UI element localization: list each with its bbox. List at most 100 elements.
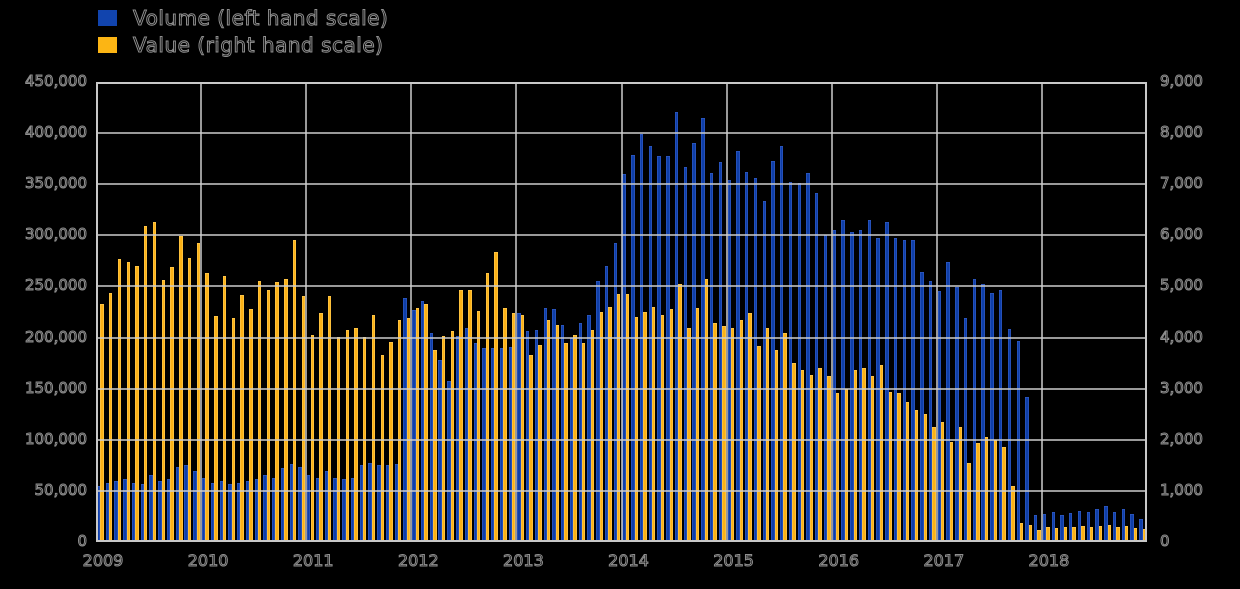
volume-bar xyxy=(902,240,907,542)
volume-bar xyxy=(928,281,933,542)
volume-bar xyxy=(324,471,328,542)
value-bar xyxy=(415,307,419,542)
right-axis-tick-label: 1,000 xyxy=(1160,480,1204,499)
volume-bar xyxy=(736,150,740,542)
value-bar xyxy=(214,316,218,542)
x-axis-year-label: 2012 xyxy=(397,551,439,570)
left-axis-tick-label: 300,000 xyxy=(24,225,87,244)
volume-bar xyxy=(307,474,311,542)
volume-bar xyxy=(709,172,714,542)
volume-bar xyxy=(692,143,696,542)
value-bar xyxy=(1116,527,1120,542)
value-bar xyxy=(424,304,428,542)
value-bar xyxy=(862,368,866,542)
volume-bar xyxy=(96,485,101,542)
volume-bar xyxy=(867,220,872,542)
volume-bar xyxy=(1060,515,1064,542)
v-gridline xyxy=(935,82,938,542)
value-bar xyxy=(345,330,349,542)
volume-bar xyxy=(604,266,609,542)
volume-bar xyxy=(718,161,723,542)
volume-bar xyxy=(1034,515,1038,542)
value-bar xyxy=(1125,526,1129,542)
volume-bar xyxy=(893,238,898,542)
value-bar xyxy=(652,306,656,542)
volume-bar xyxy=(350,477,355,542)
volume-bar xyxy=(149,474,153,542)
volume-bar xyxy=(464,328,469,542)
volume-bar xyxy=(806,172,810,542)
volume-bar xyxy=(683,166,688,542)
volume-bar xyxy=(596,281,600,542)
left-axis-tick-label: 50,000 xyxy=(34,480,88,499)
left-axis-tick-label: 200,000 xyxy=(24,327,87,346)
right-axis-tick-label: 2,000 xyxy=(1160,429,1204,448)
legend-item-volume: Volume (left hand scale) xyxy=(98,4,388,31)
volume-bar xyxy=(999,289,1003,542)
v-gridline xyxy=(410,82,413,542)
volume-bar xyxy=(1130,514,1134,542)
value-bar xyxy=(774,349,779,542)
volume-bar xyxy=(473,342,477,542)
volume-bar xyxy=(184,465,188,542)
volume-bar xyxy=(955,287,959,542)
value-bar xyxy=(380,355,384,542)
v-gridline xyxy=(620,82,623,542)
right-axis-tick-label: 7,000 xyxy=(1160,174,1204,193)
value-bar xyxy=(389,341,393,542)
value-bar xyxy=(765,327,770,542)
volume-bar xyxy=(237,482,241,542)
value-bar xyxy=(328,295,332,542)
value-bar xyxy=(748,313,752,542)
right-axis-tick-label: 9,000 xyxy=(1160,72,1204,90)
volume-bar xyxy=(858,230,863,542)
value-bar xyxy=(1098,525,1103,542)
x-axis-year-label: 2013 xyxy=(503,551,545,570)
value-bar xyxy=(678,284,682,542)
volume-bar xyxy=(1051,512,1055,542)
value-bar xyxy=(669,309,673,542)
right-axis-tick-label: 6,000 xyxy=(1160,225,1204,244)
value-bar xyxy=(135,266,139,542)
value-bar xyxy=(205,272,209,542)
volume-bar xyxy=(193,471,197,542)
value-bar xyxy=(144,225,148,542)
volume-bar xyxy=(762,200,766,542)
value-bar xyxy=(573,335,577,542)
volume-bar xyxy=(561,325,565,542)
value-bar xyxy=(459,289,463,542)
volume-bar xyxy=(1104,506,1108,542)
volume-bar xyxy=(385,465,390,542)
value-bar xyxy=(1002,447,1006,542)
volume-bar xyxy=(228,483,232,542)
volume-bar xyxy=(455,335,460,542)
right-axis-tick-label: 3,000 xyxy=(1160,378,1204,397)
value-bar xyxy=(984,437,989,542)
value-bar xyxy=(187,258,192,542)
right-axis-tick-label: 5,000 xyxy=(1160,276,1204,295)
volume-bar xyxy=(508,346,512,542)
value-bar xyxy=(687,327,691,542)
volume-bar xyxy=(114,480,118,542)
volume-bar xyxy=(123,478,127,542)
volume-bar xyxy=(1095,509,1099,542)
value-bar xyxy=(853,369,857,542)
volume-bar xyxy=(788,182,793,542)
value-bar xyxy=(871,376,875,542)
value-swatch-icon xyxy=(98,36,117,53)
value-bar xyxy=(660,314,665,542)
value-bar xyxy=(739,319,744,542)
volume-bar xyxy=(1025,396,1029,542)
value-bar xyxy=(958,427,962,542)
value-bar xyxy=(967,462,971,542)
volume-bar xyxy=(797,183,801,542)
value-bar xyxy=(1054,527,1059,542)
value-bar xyxy=(1089,526,1094,542)
value-bar xyxy=(923,413,927,542)
value-bar xyxy=(932,427,936,542)
value-bar xyxy=(555,324,560,542)
volume-bar xyxy=(876,238,880,542)
value-bar xyxy=(897,393,901,542)
left-axis-tick-label: 0 xyxy=(77,532,88,550)
